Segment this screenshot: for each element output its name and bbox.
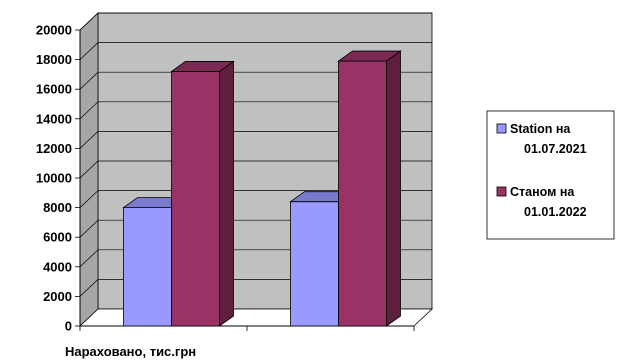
bar (170, 60, 235, 327)
bar (337, 50, 402, 327)
bar-side (219, 60, 234, 327)
y-tick-label: 8000 (43, 200, 72, 215)
bar-top (170, 61, 235, 72)
bar (289, 190, 354, 327)
legend-label: Станом на 01.01.2022 (510, 185, 587, 219)
gridline (79, 101, 432, 120)
gridline (79, 190, 432, 208)
legend-entry: Station на 01.07.2021 (496, 122, 587, 156)
bar-front (338, 60, 387, 327)
y-tick-label: 6000 (43, 230, 72, 245)
bar-front (290, 201, 339, 327)
y-tick-label: 0 (65, 319, 72, 334)
gridline (79, 71, 432, 90)
legend: Station на 01.07.2021 Станом на 01.01.2022 (486, 110, 615, 240)
bar-side (386, 50, 401, 327)
y-tick-label: 18000 (36, 52, 72, 67)
y-tick-label: 10000 (36, 171, 72, 186)
bar-front (171, 71, 220, 327)
legend-swatch (496, 186, 507, 197)
legend-label: Station на 01.07.2021 (510, 122, 587, 156)
y-tick-label: 20000 (36, 23, 72, 38)
legend-box (486, 110, 615, 240)
y-tick-label: 14000 (36, 111, 72, 126)
y-tick-label: 12000 (36, 141, 72, 156)
gridline (79, 131, 432, 149)
gridline (79, 12, 432, 31)
y-tick-label: 2000 (43, 289, 72, 304)
bar-top (337, 50, 402, 62)
bar-front (123, 207, 172, 327)
y-tick-label: 16000 (36, 82, 72, 97)
x-axis-label: Нараховано, тис.грн (65, 344, 196, 359)
gridline (79, 42, 432, 60)
legend-swatch (496, 123, 507, 134)
y-axis-ticks: 0 2000 4000 6000 8000 10000 12000 14000 16000 180… (36, 23, 415, 334)
y-tick-label: 4000 (43, 259, 72, 274)
bars (122, 50, 402, 327)
legend-entry: Станом на 01.01.2022 (496, 185, 587, 219)
gridline (79, 160, 432, 179)
